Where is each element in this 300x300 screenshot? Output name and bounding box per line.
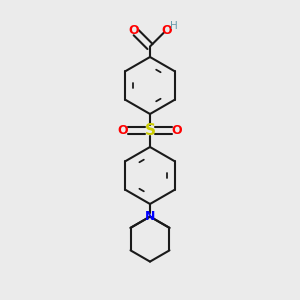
Text: O: O <box>172 124 182 137</box>
Text: O: O <box>128 24 139 37</box>
Text: O: O <box>161 24 172 37</box>
Text: H: H <box>169 21 177 31</box>
Text: N: N <box>145 210 155 223</box>
Text: S: S <box>145 123 155 138</box>
Text: O: O <box>118 124 128 137</box>
